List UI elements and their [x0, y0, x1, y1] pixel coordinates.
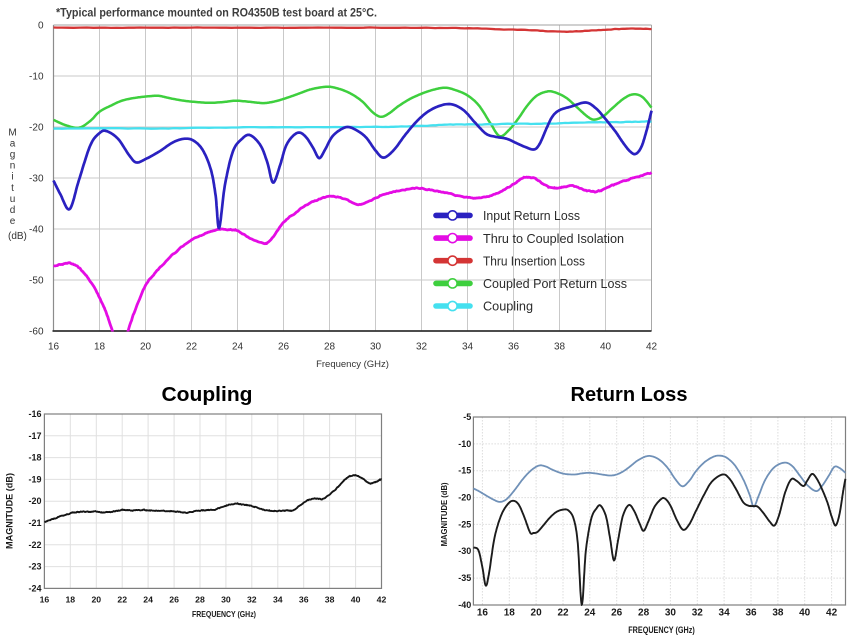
svg-text:-16: -16 — [28, 409, 41, 419]
svg-text:38: 38 — [554, 342, 566, 353]
svg-text:24: 24 — [232, 342, 244, 353]
svg-text:16: 16 — [48, 342, 60, 353]
svg-text:24: 24 — [143, 594, 153, 604]
svg-text:20: 20 — [91, 594, 101, 604]
svg-text:42: 42 — [646, 342, 658, 353]
svg-text:FREQUENCY (GHz): FREQUENCY (GHz) — [192, 609, 256, 619]
svg-text:-21: -21 — [28, 518, 41, 528]
svg-text:34: 34 — [273, 594, 283, 604]
svg-text:u: u — [10, 194, 16, 205]
svg-text:38: 38 — [325, 594, 335, 604]
svg-text:28: 28 — [195, 594, 205, 604]
svg-text:-40: -40 — [458, 600, 471, 610]
svg-text:-17: -17 — [28, 431, 41, 441]
svg-text:36: 36 — [299, 594, 309, 604]
svg-text:-18: -18 — [28, 453, 41, 463]
svg-text:26: 26 — [611, 608, 623, 619]
svg-text:42: 42 — [826, 608, 838, 619]
svg-text:(dB): (dB) — [8, 231, 27, 242]
svg-text:-20: -20 — [458, 493, 471, 503]
svg-text:Thru Insertion Loss: Thru Insertion Loss — [483, 253, 585, 268]
svg-text:-30: -30 — [458, 546, 471, 556]
svg-text:36: 36 — [508, 342, 520, 353]
svg-text:22: 22 — [117, 594, 127, 604]
svg-text:20: 20 — [531, 608, 543, 619]
svg-text:30: 30 — [665, 608, 677, 619]
svg-text:22: 22 — [186, 342, 198, 353]
svg-text:-60: -60 — [29, 327, 44, 338]
svg-text:-5: -5 — [463, 412, 471, 422]
svg-text:22: 22 — [557, 608, 569, 619]
svg-text:30: 30 — [370, 342, 382, 353]
svg-text:32: 32 — [247, 594, 257, 604]
svg-text:Coupled Port Return Loss: Coupled Port Return Loss — [483, 276, 627, 291]
svg-text:42: 42 — [377, 594, 387, 604]
svg-text:MAGNITUDE (dB): MAGNITUDE (dB) — [5, 473, 16, 549]
svg-text:24: 24 — [584, 608, 596, 619]
svg-text:40: 40 — [600, 342, 612, 353]
svg-text:28: 28 — [324, 342, 336, 353]
svg-text:-19: -19 — [28, 474, 41, 484]
svg-text:16: 16 — [40, 594, 50, 604]
svg-text:30: 30 — [221, 594, 231, 604]
svg-text:i: i — [11, 172, 13, 183]
svg-text:-24: -24 — [28, 583, 41, 593]
svg-text:34: 34 — [462, 342, 474, 353]
svg-text:-30: -30 — [29, 174, 44, 185]
svg-text:-15: -15 — [458, 466, 471, 476]
svg-text:40: 40 — [799, 608, 811, 619]
svg-text:g: g — [10, 150, 16, 161]
svg-text:Coupling: Coupling — [162, 383, 253, 406]
svg-text:26: 26 — [169, 594, 179, 604]
svg-text:-35: -35 — [458, 573, 471, 583]
svg-text:M: M — [8, 127, 16, 138]
svg-text:Coupling: Coupling — [483, 299, 533, 314]
svg-text:32: 32 — [416, 342, 428, 353]
svg-text:-10: -10 — [29, 72, 44, 83]
svg-text:n: n — [10, 161, 16, 172]
svg-text:-25: -25 — [458, 519, 471, 529]
svg-text:Frequency (GHz): Frequency (GHz) — [316, 359, 389, 370]
svg-text:38: 38 — [772, 608, 784, 619]
svg-text:-50: -50 — [29, 276, 44, 287]
svg-text:-22: -22 — [28, 540, 41, 550]
svg-text:18: 18 — [94, 342, 106, 353]
svg-text:0: 0 — [38, 21, 44, 32]
svg-text:28: 28 — [638, 608, 650, 619]
svg-text:Return Loss: Return Loss — [571, 383, 688, 406]
svg-text:18: 18 — [504, 608, 516, 619]
svg-text:FREQUENCY (GHz): FREQUENCY (GHz) — [628, 625, 695, 635]
svg-text:-10: -10 — [458, 439, 471, 449]
svg-text:t: t — [11, 183, 14, 194]
svg-text:16: 16 — [477, 608, 489, 619]
svg-text:e: e — [10, 216, 16, 227]
svg-text:36: 36 — [745, 608, 757, 619]
svg-text:18: 18 — [65, 594, 75, 604]
svg-text:32: 32 — [692, 608, 704, 619]
svg-text:-40: -40 — [29, 225, 44, 236]
svg-text:20: 20 — [140, 342, 152, 353]
svg-text:Input Return Loss: Input Return Loss — [483, 208, 580, 223]
svg-text:34: 34 — [719, 608, 731, 619]
svg-text:-20: -20 — [28, 496, 41, 506]
svg-text:a: a — [10, 138, 16, 149]
svg-text:40: 40 — [351, 594, 361, 604]
svg-text:d: d — [10, 205, 16, 216]
svg-text:26: 26 — [278, 342, 290, 353]
svg-text:-20: -20 — [29, 123, 44, 134]
svg-text:*Typical performance mounted o: *Typical performance mounted on RO4350B … — [56, 6, 377, 20]
svg-text:-23: -23 — [28, 562, 41, 572]
svg-text:Thru to Coupled Isolation: Thru to Coupled Isolation — [483, 231, 624, 246]
svg-text:MAGNITUDE (dB): MAGNITUDE (dB) — [439, 482, 449, 546]
